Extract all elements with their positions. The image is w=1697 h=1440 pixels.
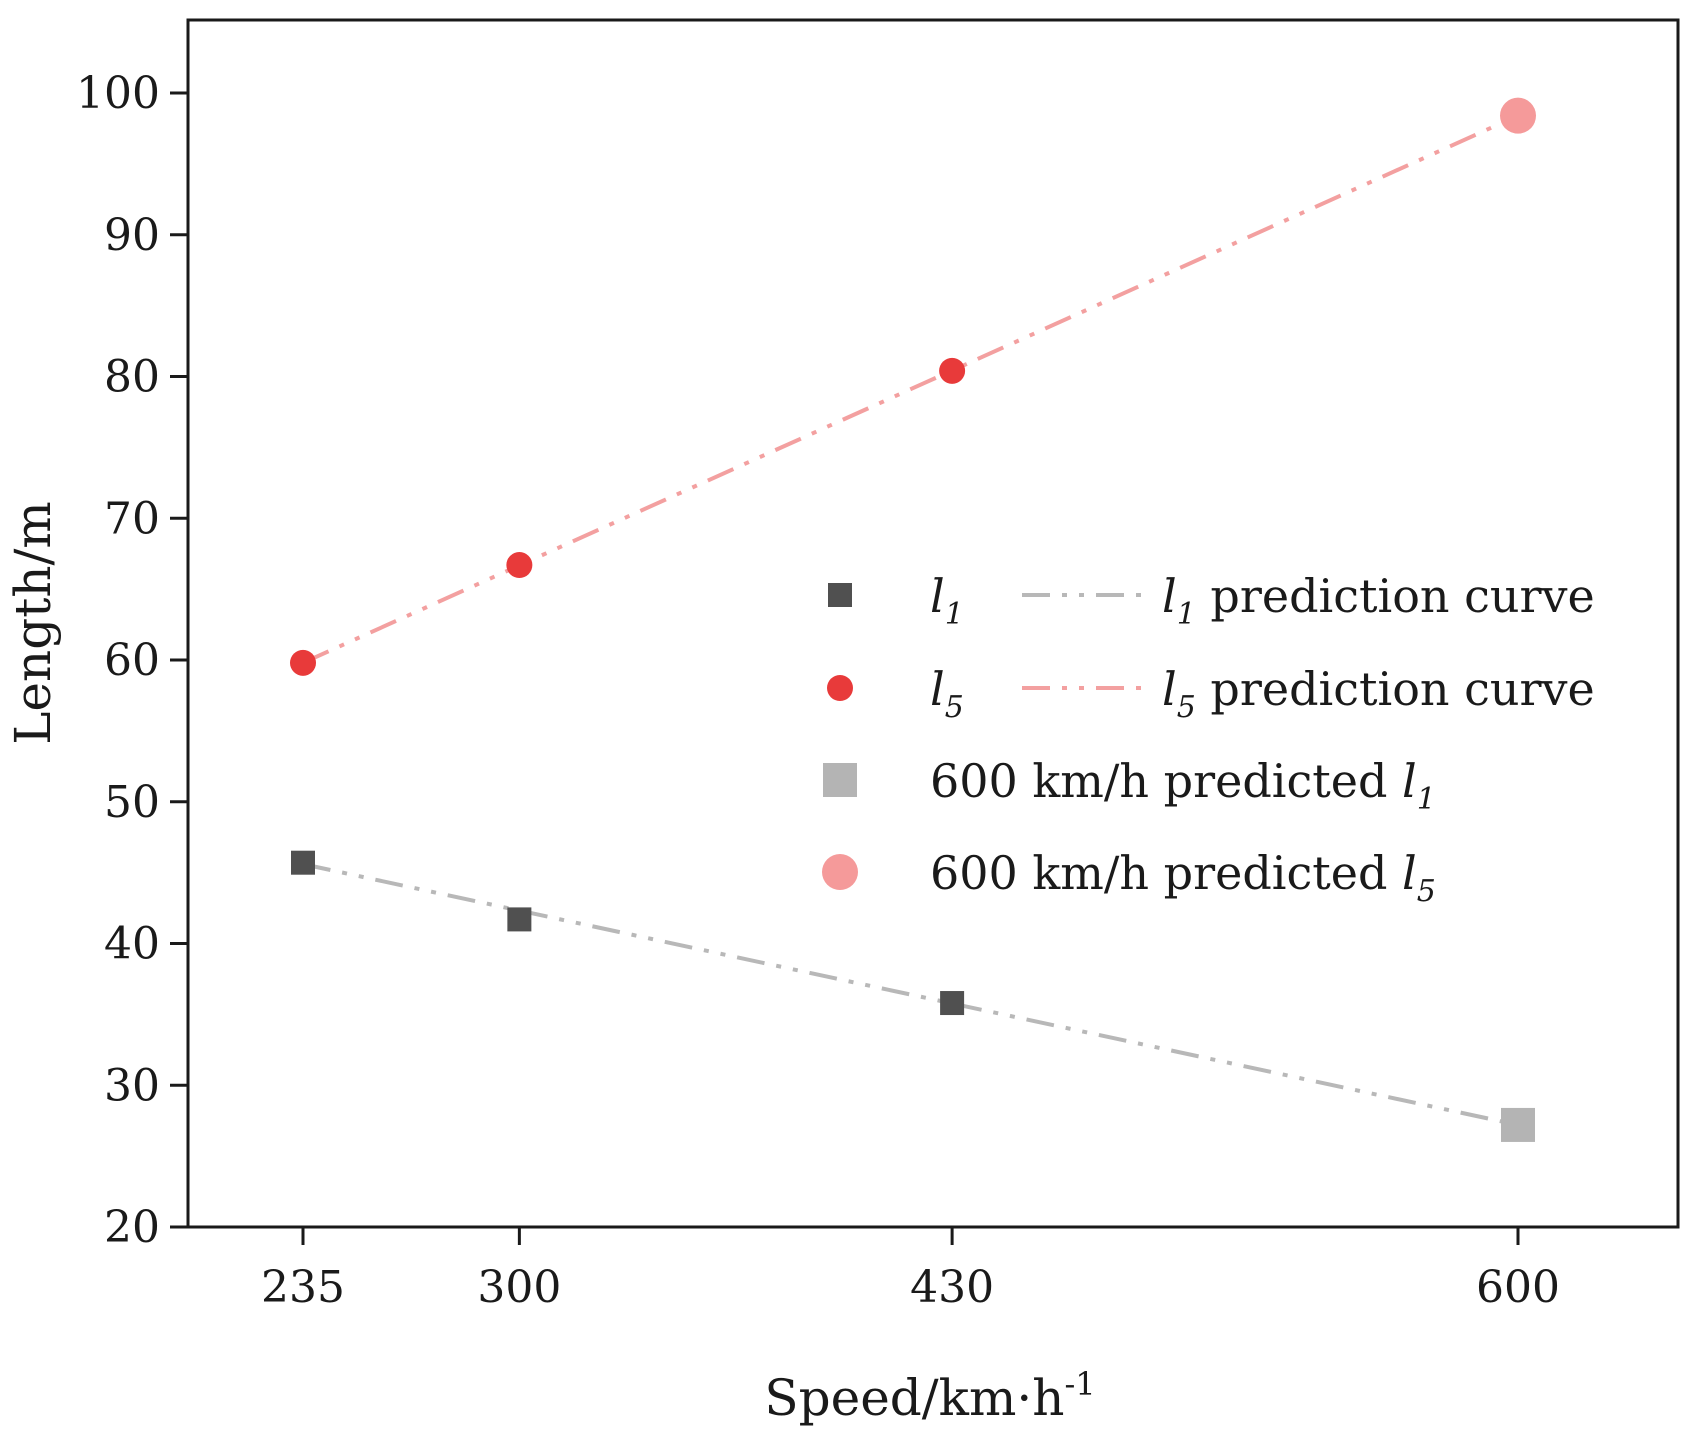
y-tick-label: 20 [104, 1202, 160, 1253]
legend-l1-label: l1 [930, 569, 964, 632]
y-tick-label: 50 [104, 777, 160, 828]
y-tick-label: 30 [104, 1060, 160, 1111]
l1-point [507, 907, 532, 932]
legend-l1-marker [828, 583, 852, 607]
y-axis: 20 30 40 50 60 70 80 90 100 [76, 68, 188, 1253]
legend-l5-marker [827, 675, 853, 701]
x-tick-label: 600 [1476, 1262, 1560, 1313]
y-tick-label: 80 [104, 352, 160, 403]
l1-prediction-curve-line [302, 862, 1519, 1127]
legend: l1 l1 prediction curve l5 l5 prediction cur… [822, 569, 1595, 909]
legend-600-l5-label: 600 km/h predicted l5 [930, 846, 1436, 909]
l1-point [940, 991, 965, 1016]
x-tick-label: 235 [261, 1262, 345, 1313]
l5-prediction-curve-line [302, 113, 1519, 665]
legend-l5-label: l5 [930, 662, 964, 725]
y-tick-label: 90 [104, 210, 160, 261]
x-tick-label: 300 [477, 1262, 561, 1313]
l5-point [939, 357, 966, 384]
y-tick-label: 40 [104, 919, 160, 970]
legend-l5-prediction-label: l5 prediction curve [1162, 662, 1595, 725]
y-tick-label: 100 [76, 68, 160, 119]
plot-frame-border [186, 18, 1680, 1229]
legend-l1-prediction-label: l1 prediction curve [1162, 569, 1595, 632]
legend-600-l5-marker [822, 854, 858, 890]
l5-point [290, 649, 316, 676]
x-axis-title-text: Speed/km·h [764, 1369, 1064, 1427]
600-km-h-predicted-l5-point [1500, 97, 1536, 134]
legend-600-l1-marker [823, 763, 857, 797]
x-axis-title-superscript: -1 [1064, 1365, 1095, 1403]
x-tick-label: 430 [910, 1262, 994, 1313]
y-tick-label: 70 [104, 493, 160, 544]
600-km-h-predicted-l1-point [1501, 1107, 1535, 1142]
plot-area [186, 18, 1680, 1229]
l5-point [506, 552, 533, 579]
legend-600-l1-label: 600 km/h predicted l1 [930, 754, 1436, 817]
x-axis-title: Speed/km·h-1 [764, 1365, 1095, 1427]
y-axis-title: Length/m [4, 501, 62, 745]
x-axis: 235 300 430 600 [261, 1227, 1560, 1313]
y-tick-label: 60 [104, 635, 160, 686]
l1-point [291, 850, 315, 875]
series-layer [290, 97, 1536, 1142]
